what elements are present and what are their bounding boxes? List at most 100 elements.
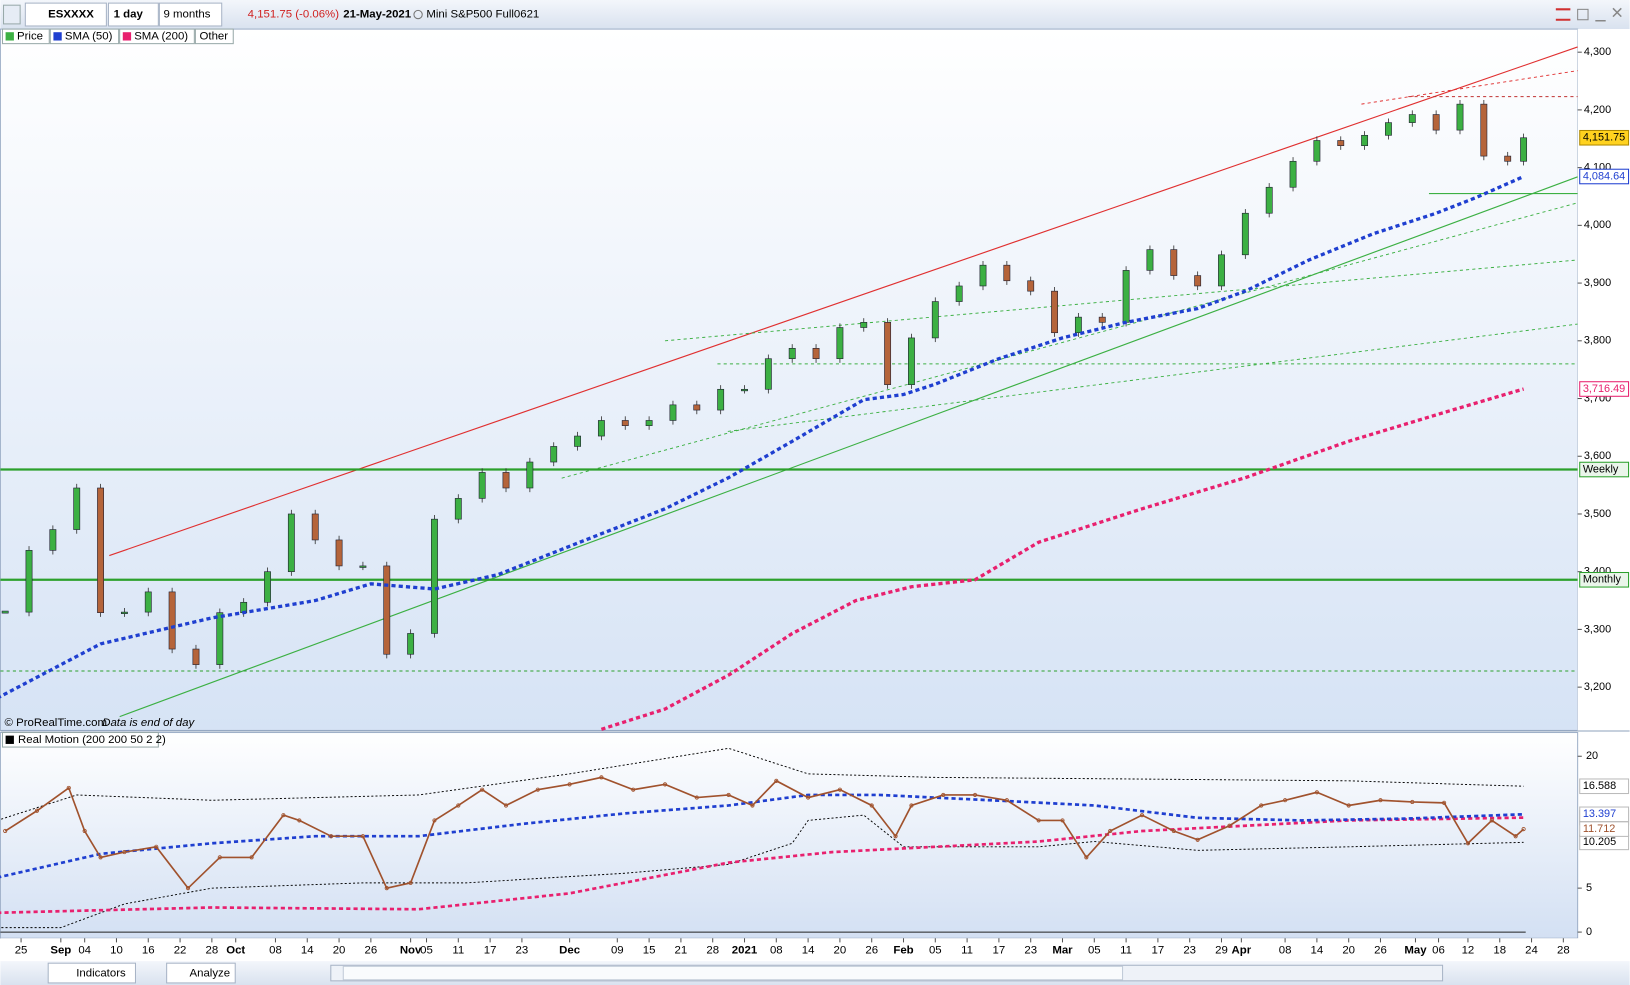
indicator-point: [1283, 798, 1288, 803]
x-tick-label: 08: [269, 945, 282, 957]
candle: [1456, 103, 1464, 131]
legend-box: [194, 28, 234, 45]
candle: [693, 404, 701, 411]
legend-swatch: [5, 32, 14, 41]
candle: [383, 565, 391, 655]
indicator-point: [1004, 798, 1009, 803]
value-tag: [1579, 129, 1630, 146]
scroll-thumb[interactable]: [342, 965, 1124, 981]
candle: [1385, 122, 1392, 136]
copyright: © ProRealTime.com: [5, 717, 107, 729]
indicator-point: [567, 782, 572, 787]
interval-box[interactable]: [107, 2, 159, 27]
candle: [287, 513, 295, 573]
candle: [478, 472, 486, 499]
x-tick-label: 26: [365, 945, 378, 957]
x-tick-label: Oct: [226, 945, 245, 957]
moving-average: [600, 387, 1525, 731]
y-tick-label: 3,500: [1584, 508, 1611, 520]
candle: [25, 550, 33, 613]
x-tick-label: 08: [1279, 945, 1292, 957]
range[interactable]: 9 months: [164, 9, 211, 21]
interval[interactable]: 1 day: [114, 9, 144, 21]
indicator-point: [360, 834, 365, 839]
instrument: Mini S&P500 Full0621: [426, 9, 539, 21]
candle: [669, 404, 677, 421]
indicator-point: [1084, 855, 1089, 860]
candle: [621, 420, 629, 426]
x-tick-label: Mar: [1052, 945, 1073, 957]
indicator-point: [806, 795, 811, 800]
candle: [717, 388, 725, 411]
candle: [1146, 249, 1154, 271]
data-note: Data is end of day: [102, 717, 195, 729]
indicator-panel: [0, 731, 1579, 939]
chart-icon[interactable]: [2, 4, 21, 25]
indicator-point: [726, 792, 731, 798]
indicator-point: [217, 855, 222, 860]
x-tick-label: 25: [15, 945, 28, 957]
candle: [1218, 254, 1225, 287]
candle: [1241, 212, 1249, 256]
sync-icon[interactable]: [1555, 8, 1571, 21]
x-tick-label: 12: [1462, 945, 1475, 957]
window-buttons[interactable]: [1595, 7, 1622, 22]
indicator-point: [694, 795, 699, 800]
restore-button[interactable]: [1577, 8, 1589, 21]
x-tick-label: 23: [1024, 945, 1037, 957]
indicators-label[interactable]: Indicators: [76, 968, 126, 980]
indicator-point: [1521, 827, 1526, 832]
x-tick-label: Apr: [1232, 945, 1252, 957]
analyze-label[interactable]: Analyze: [190, 968, 231, 980]
value-tag: [1579, 168, 1630, 185]
candle: [597, 420, 605, 437]
indicators-button[interactable]: [47, 962, 136, 984]
value-tag: [1579, 461, 1630, 478]
indicator-line: [4, 776, 1525, 890]
legend-label: SMA (50): [65, 30, 113, 42]
x-tick-label: Dec: [559, 945, 581, 957]
indicator-point: [1378, 798, 1383, 803]
indicator-point: [869, 803, 874, 808]
indicator-point: [1465, 841, 1471, 846]
candle: [216, 612, 224, 665]
x-tick-label: 16: [142, 945, 155, 957]
x-tick-label: 11: [452, 945, 464, 957]
indicator-point: [34, 808, 40, 813]
indicator-point: [662, 782, 668, 787]
candle: [1051, 290, 1058, 334]
indicator-line: [0, 793, 1524, 879]
value-tag-label: 11.712: [1583, 823, 1616, 835]
candle: [645, 420, 653, 426]
candle: [1194, 275, 1202, 287]
x-tick-label: 23: [1183, 945, 1196, 957]
trend-line: [119, 176, 1578, 718]
symbol[interactable]: ESXXXX: [48, 9, 94, 21]
indicator-point: [599, 775, 604, 780]
candle: [1027, 280, 1035, 292]
candle: [120, 611, 128, 614]
indicator-point: [384, 886, 389, 891]
instrument-icon: [413, 9, 423, 20]
value-tag-label: Monthly: [1583, 574, 1622, 586]
y-tick-label: 3,200: [1584, 681, 1611, 693]
candle: [192, 648, 200, 665]
analyze-button[interactable]: [166, 962, 236, 984]
indicator-point: [1195, 837, 1200, 842]
candle: [1432, 114, 1440, 131]
candle: [1520, 137, 1528, 162]
x-tick-label: 23: [516, 945, 529, 957]
legend-label: Price: [17, 30, 43, 42]
indicator-point: [98, 855, 103, 860]
range-box[interactable]: [158, 2, 223, 27]
symbol-box[interactable]: [24, 2, 107, 27]
candle: [144, 591, 152, 613]
candle: [574, 435, 581, 447]
candle: [1098, 316, 1106, 323]
indicator-point: [408, 880, 413, 885]
indicator-point: [122, 850, 127, 855]
y-tick-label: 3,700: [1584, 392, 1611, 404]
candle: [1074, 316, 1082, 334]
candle: [1, 610, 9, 614]
x-tick-label: 22: [174, 945, 187, 957]
